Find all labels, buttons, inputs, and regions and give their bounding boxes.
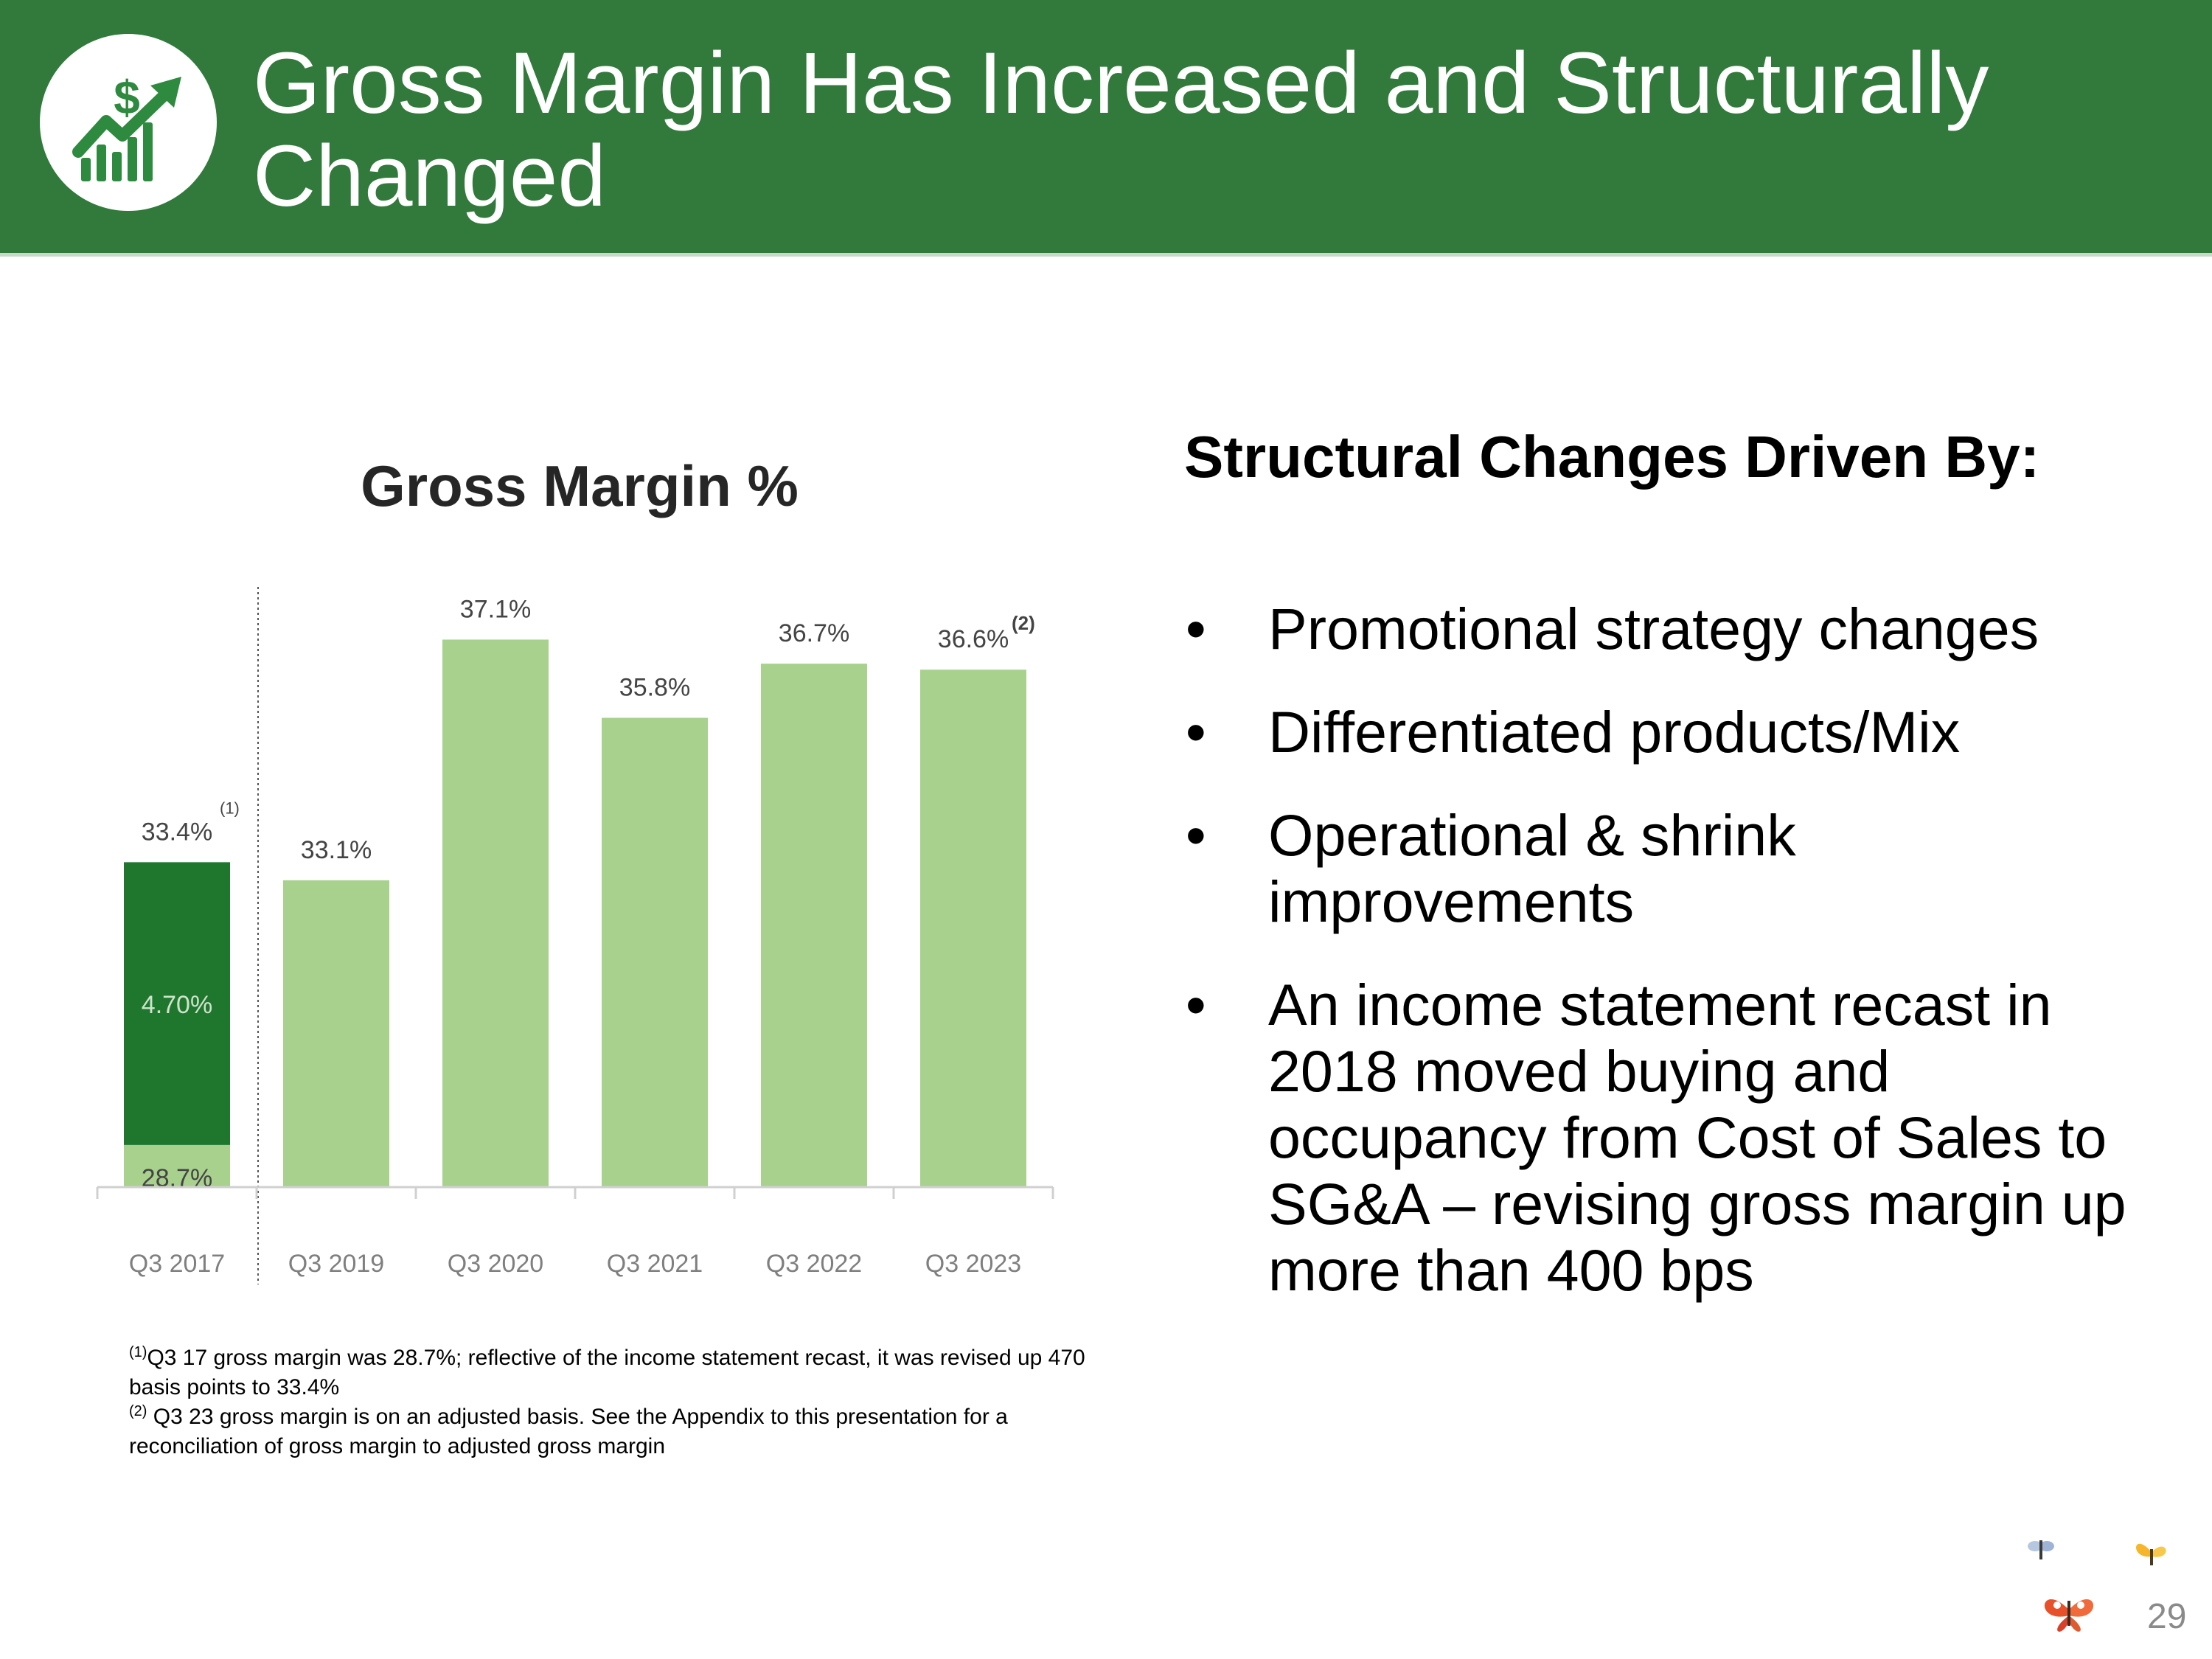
- value-label: 37.1%: [460, 595, 531, 623]
- footnote-2: (2) Q3 23 gross margin is on an adjusted…: [129, 1402, 1088, 1461]
- tick-label: Q3 2017: [129, 1250, 225, 1278]
- footnote-1-text: Q3 17 gross margin was 28.7%; reflective…: [129, 1346, 1085, 1399]
- bullet-dot: •: [1186, 596, 1206, 661]
- footnote-1-marker: (1): [129, 1344, 147, 1360]
- bar: [442, 639, 549, 1187]
- value-label-superscript: (2): [1012, 612, 1035, 634]
- dollar-growth-chart-icon: $: [72, 71, 181, 181]
- bullet-dot: •: [1186, 802, 1206, 868]
- bar-increment-segment: [124, 862, 230, 1145]
- chart-title: Gross Margin %: [361, 453, 799, 518]
- bullet-item: • An income statement recast in 2018 move…: [1184, 972, 2157, 1304]
- bullet-dot: •: [1186, 972, 1206, 1037]
- bar: [761, 664, 867, 1187]
- bullet-list: • Promotional strategy changes • Different…: [1184, 596, 2157, 1340]
- page-number: 29: [2147, 1597, 2187, 1636]
- page-title: Gross Margin Has Increased and Structura…: [253, 37, 2140, 223]
- bar: [920, 669, 1026, 1187]
- chart-svg: Gross Margin %4.70%28.7%33.4%(1)Q3 20173…: [96, 453, 1054, 1284]
- tick-label: Q3 2021: [607, 1250, 703, 1278]
- bullet-text: Operational & shrink improvements: [1268, 802, 1796, 934]
- logo: $: [40, 34, 217, 211]
- tick-label: Q3 2023: [925, 1250, 1021, 1278]
- bullet-item: • Promotional strategy changes: [1184, 596, 2157, 662]
- value-label-superscript: (1): [220, 799, 240, 817]
- bullet-text: An income statement recast in 2018 moved…: [1268, 972, 2126, 1303]
- bullet-text: Promotional strategy changes: [1268, 596, 2039, 661]
- tick-label: Q3 2022: [766, 1250, 862, 1278]
- footnote-1: (1)Q3 17 gross margin was 28.7%; reflect…: [129, 1343, 1088, 1402]
- bullet-item: • Operational & shrink improvements: [1184, 802, 2157, 935]
- header-bar: $ Gross Margin Has Increased and Structu…: [0, 0, 2212, 253]
- header-divider: [0, 253, 2212, 257]
- increment-label: 4.70%: [142, 991, 212, 1019]
- tick-label: Q3 2020: [448, 1250, 543, 1278]
- value-label: 33.4%: [142, 818, 212, 846]
- value-label: 33.1%: [301, 836, 372, 864]
- bullet-text: Differentiated products/Mix: [1268, 699, 1961, 765]
- title-line-2: Changed: [253, 128, 606, 225]
- tick-label: Q3 2019: [288, 1250, 384, 1278]
- footnote-2-marker: (2): [129, 1403, 147, 1419]
- bullet-dot: •: [1186, 699, 1206, 765]
- footnote-2-text: Q3 23 gross margin is on an adjusted bas…: [129, 1405, 1008, 1458]
- bar: [283, 880, 389, 1187]
- footnotes: (1)Q3 17 gross margin was 28.7%; reflect…: [129, 1343, 1088, 1461]
- bar: [602, 717, 708, 1187]
- svg-text:$: $: [114, 71, 140, 124]
- value-label: 36.7%: [779, 619, 849, 647]
- value-label: 36.6%: [938, 625, 1009, 653]
- bullet-item: • Differentiated products/Mix: [1184, 699, 2157, 765]
- butterflies-icon: [2028, 1540, 2166, 1632]
- gross-margin-chart: Gross Margin % 4.70% 28.7% 33.4% (1) Q3 2017 3…: [74, 428, 1106, 1312]
- value-label: 35.8%: [619, 674, 690, 702]
- bar-base-segment: [124, 1144, 230, 1187]
- right-heading: Structural Changes Driven By:: [1184, 424, 2040, 490]
- title-line-1: Gross Margin Has Increased and Structura…: [253, 35, 1989, 132]
